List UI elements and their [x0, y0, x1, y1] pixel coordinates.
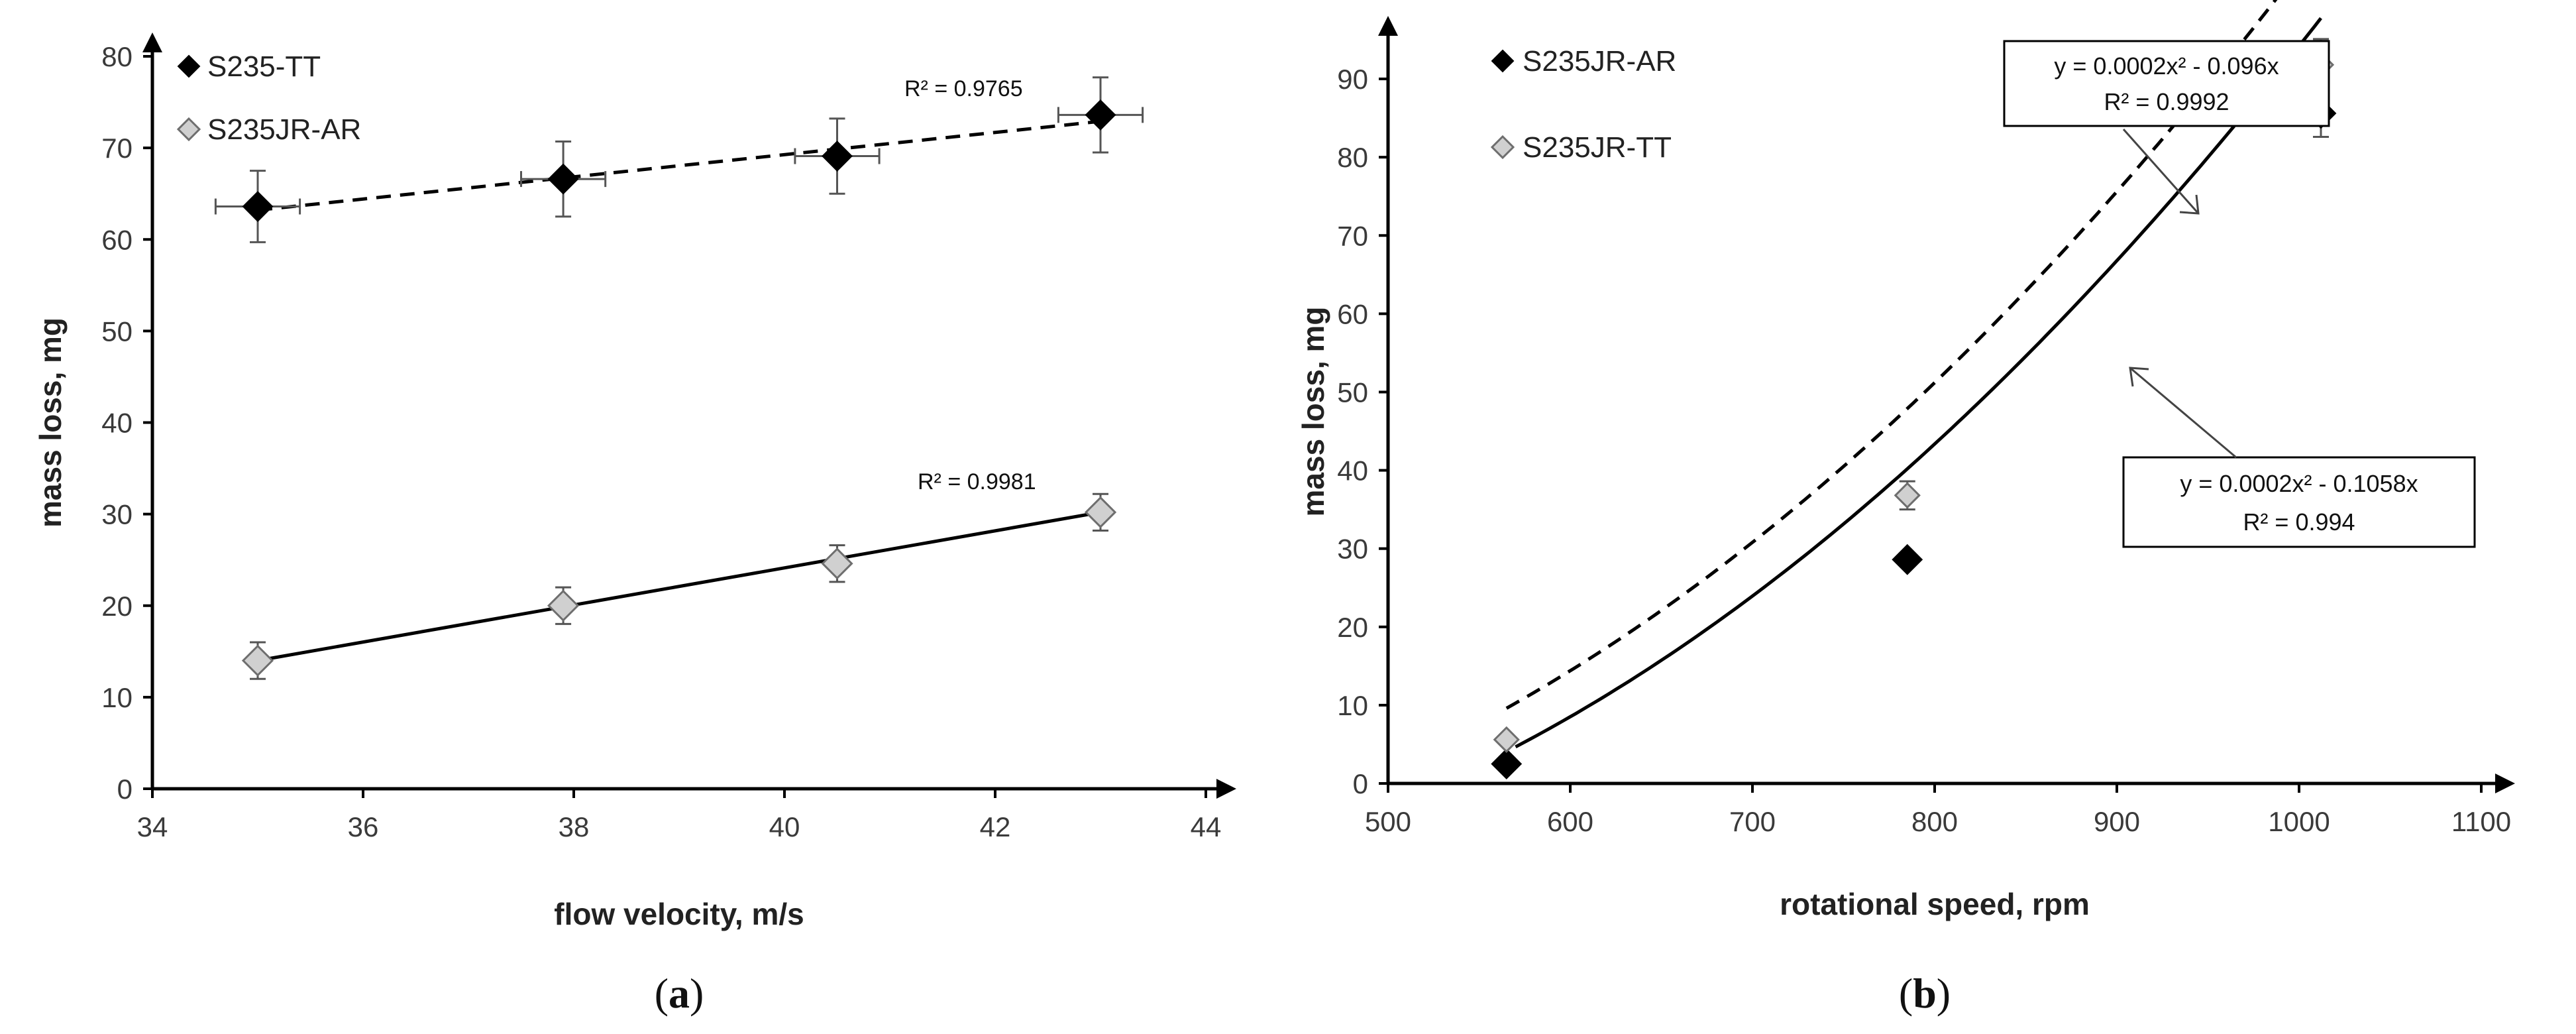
a-x-tick-label: 44 [1191, 811, 1222, 842]
a-x-tick-label: 36 [348, 811, 379, 842]
b-series1-point [1493, 726, 1520, 753]
b-y-tick-label: 30 [1337, 534, 1368, 565]
b-legend-label: S235JR-AR [1523, 45, 1676, 78]
a-legend-marker [177, 54, 201, 78]
b-y-tick-label: 60 [1337, 298, 1368, 329]
a-y-tick-label: 70 [101, 133, 133, 164]
a-x-tick-label: 38 [559, 811, 590, 842]
b-r2-label-tt: R² = 0.9992 [2104, 88, 2229, 115]
a-y-tick-label: 0 [117, 774, 133, 805]
a-series0-point [547, 163, 579, 195]
a-panel-letter: a [669, 970, 690, 1017]
b-x-axis-arrow [2495, 774, 2515, 793]
a-x-tick-label: 42 [980, 811, 1011, 842]
a-y-tick-label: 40 [101, 408, 133, 439]
a-y-tick-label: 20 [101, 591, 133, 622]
a-r2-label-ar: R² = 0.9981 [918, 469, 1036, 494]
b-x-tick-label: 1000 [2268, 806, 2330, 837]
b-equation-tt: y = 0.0002x² - 0.096x [2054, 52, 2279, 80]
b-y-tick-label: 50 [1337, 376, 1368, 408]
a-legend-label: S235JR-AR [207, 113, 361, 146]
b-y-tick-label: 0 [1353, 768, 1368, 799]
a-x-tick-label: 34 [137, 811, 168, 842]
b-x-tick-label: 700 [1729, 806, 1776, 837]
a-series0-point [1085, 99, 1116, 131]
b-panel-paren-open: ( [1899, 970, 1913, 1017]
b-legend-marker [1490, 135, 1515, 160]
b-annotation-arrow-tt [2122, 129, 2200, 214]
a-panel-paren-open: ( [655, 970, 669, 1017]
b-equation-ar: y = 0.0002x² - 0.1058x [2180, 470, 2418, 497]
b-series0-point [1491, 748, 1523, 779]
a-y-tick-label: 60 [101, 224, 133, 255]
b-y-tick-label: 40 [1337, 455, 1368, 487]
a-y-axis-arrow [142, 32, 162, 52]
a-series1-point [1084, 496, 1117, 528]
a-legend-label: S235-TT [207, 50, 321, 83]
b-y-axis-arrow [1378, 16, 1398, 36]
a-x-axis-title: flow velocity, m/s [554, 897, 804, 931]
a-x-axis-arrow [1216, 779, 1236, 799]
a-series0-point [822, 141, 853, 172]
b-x-tick-label: 800 [1911, 806, 1958, 837]
a-x-tick-label: 40 [769, 811, 800, 842]
b-panel-letter: b [1913, 970, 1937, 1017]
a-legend-marker [176, 117, 201, 142]
b-equation-box-tt [2003, 40, 2330, 127]
a-series1-point [821, 547, 853, 580]
a-trendline-0 [257, 119, 1101, 212]
b-y-tick-label: 20 [1337, 612, 1368, 643]
a-series1-point [547, 589, 580, 622]
b-series0-point [1892, 544, 1923, 575]
a-r2-label-tt: R² = 0.9765 [904, 76, 1023, 101]
b-annotation-arrowhead-ar [2129, 367, 2149, 387]
b-r2-label-ar: R² = 0.994 [2243, 508, 2355, 536]
a-series0-point [242, 191, 274, 222]
b-y-tick-label: 80 [1337, 142, 1368, 173]
b-y-tick-label: 10 [1337, 690, 1368, 721]
a-trendline-1 [257, 510, 1101, 663]
b-annotation-arrow-ar [2129, 367, 2237, 459]
b-trendline-0 [1515, 17, 2322, 749]
b-x-tick-label: 1100 [2451, 806, 2511, 837]
b-legend-label: S235JR-TT [1523, 131, 1672, 164]
b-legend-marker [1491, 49, 1515, 73]
a-y-tick-label: 10 [101, 682, 133, 713]
a-y-tick-label: 80 [101, 41, 133, 72]
b-x-axis-title: rotational speed, rpm [1780, 887, 2090, 921]
a-series1-point [241, 644, 274, 677]
a-y-tick-label: 50 [101, 316, 133, 347]
chart-a: 34 36 38 40 42 44 0 10 20 30 40 50 60 70 80 flow veloci… [33, 32, 1236, 1017]
a-y-tick-label: 30 [101, 499, 133, 530]
b-x-tick-label: 900 [2094, 806, 2140, 837]
b-panel-paren-close: ) [1937, 970, 1951, 1017]
b-y-axis-title: mass loss, mg [1296, 306, 1330, 516]
a-y-axis-title: mass loss, mg [33, 317, 68, 528]
b-annotation-arrowhead-tt [2179, 194, 2200, 215]
a-panel-paren-close: ) [690, 970, 704, 1017]
chart-b: 500 600 700 800 900 1000 1100 0 10 20 30 40 50 60 70 80… [1296, 0, 2515, 1017]
b-x-tick-label: 600 [1547, 806, 1593, 837]
b-y-tick-label: 90 [1337, 64, 1368, 95]
a-panel-label: (a) [655, 970, 704, 1017]
b-x-tick-label: 500 [1365, 806, 1411, 837]
b-y-tick-label: 70 [1337, 220, 1368, 251]
b-panel-label: (b) [1899, 970, 1951, 1017]
b-equation-box-ar [2122, 456, 2476, 548]
b-series1-point [1894, 482, 1921, 509]
